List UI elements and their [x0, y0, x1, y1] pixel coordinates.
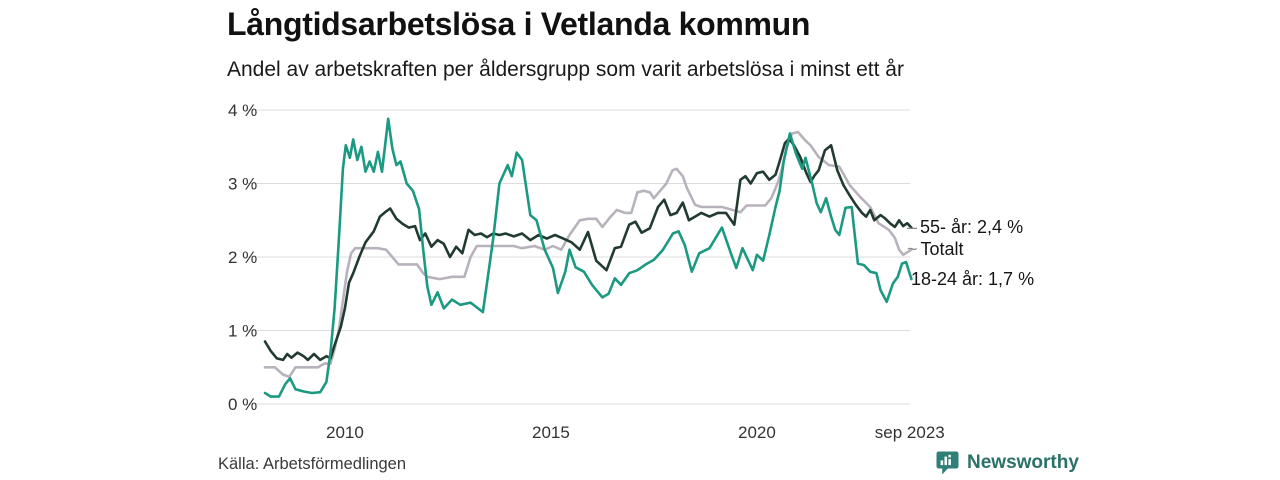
x-tick-label: 2015 — [532, 423, 570, 442]
x-tick-label: 2010 — [326, 423, 364, 442]
source-note: Källa: Arbetsförmedlingen — [218, 455, 407, 473]
newsworthy-brand: Newsworthy — [935, 450, 1079, 476]
legend-leader-dash: – — [907, 217, 918, 238]
legend-item-Totalt: ~ Totalt — [907, 238, 964, 262]
legend-item-55- år: –55- år: 2,4 % — [907, 216, 1023, 240]
x-tick-label: 2020 — [738, 423, 776, 442]
y-tick-label: 4 % — [228, 101, 257, 120]
chart-title: Långtidsarbetslösa i Vetlanda kommun — [227, 6, 811, 42]
legend-label: 18-24 år: 1,7 % — [911, 268, 1035, 289]
y-tick-label: 1 % — [228, 322, 257, 341]
y-tick-label: 3 % — [228, 175, 257, 194]
brand-name: Newsworthy — [967, 452, 1079, 473]
legend-label: Totalt — [920, 239, 964, 260]
y-tick-label: 0 % — [228, 395, 257, 414]
series-line-18-24 år — [263, 117, 913, 398]
y-tick-label: 2 % — [228, 248, 257, 267]
legend-leader-dash: ~ — [907, 239, 918, 260]
chart-subtitle: Andel av arbetskraften per åldersgrupp s… — [227, 58, 904, 81]
legend-item-18-24 år: 18-24 år: 1,7 % — [911, 267, 1034, 291]
series-line-Totalt — [263, 130, 913, 379]
newsworthy-logo-icon — [935, 450, 960, 476]
x-tick-label: sep 2023 — [875, 423, 945, 442]
series-line-55- år — [263, 137, 913, 362]
legend-label: 55- år: 2,4 % — [920, 217, 1024, 238]
